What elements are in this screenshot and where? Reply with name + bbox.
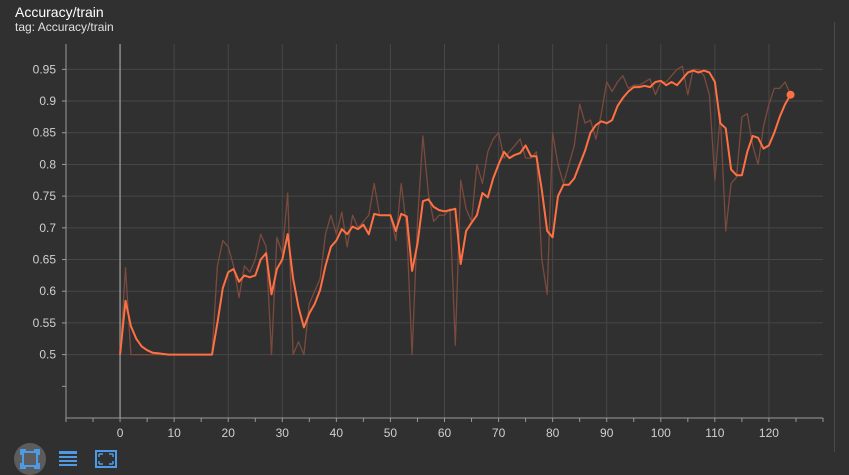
fit-domain-icon: [20, 449, 40, 469]
x-tick-label: 60: [438, 426, 452, 440]
data-table-button[interactable]: [52, 443, 84, 475]
data-table-icon: [59, 451, 77, 466]
y-tick-label: 0.9: [39, 94, 56, 108]
y-tick-label: 0.75: [33, 189, 57, 203]
chart-title: Accuracy/train: [15, 4, 104, 20]
y-tick-label: 0.8: [39, 157, 56, 171]
x-tick-label: 20: [222, 426, 236, 440]
card-divider: [834, 22, 835, 452]
y-tick-label: 0.55: [33, 316, 57, 330]
x-tick-label: 100: [651, 426, 671, 440]
x-tick-label: 0: [117, 426, 124, 440]
y-tick-label: 0.95: [33, 62, 57, 76]
x-tick-label: 70: [492, 426, 506, 440]
x-tick-label: 50: [384, 426, 398, 440]
expand-chart-button[interactable]: [90, 443, 122, 475]
x-tick-label: 10: [167, 426, 181, 440]
last-point-marker: [786, 90, 795, 99]
y-tick-label: 0.6: [39, 284, 56, 298]
y-tick-label: 0.85: [33, 126, 57, 140]
x-tick-label: 30: [276, 426, 290, 440]
y-tick-label: 0.65: [33, 253, 57, 267]
chart-toolbar: [14, 443, 122, 475]
x-tick-label: 40: [330, 426, 344, 440]
x-tick-label: 80: [546, 426, 560, 440]
y-tick-label: 0.7: [39, 221, 56, 235]
raw-series-line: [119, 65, 792, 356]
series: [119, 65, 795, 356]
y-tick-label: 0.5: [39, 348, 56, 362]
smoothed-series-line: [119, 69, 792, 356]
x-tick-label: 120: [759, 426, 779, 440]
x-tick-label: 110: [705, 426, 724, 440]
fit-domain-button[interactable]: [14, 443, 46, 475]
chart-tag: tag: Accuracy/train: [15, 20, 114, 34]
axes: 0.5 0.55 0.6 0.65 0.7 0.75 0.8 0.85 0.9 0.95 0 10 20…: [33, 44, 824, 440]
x-tick-label: 90: [600, 426, 614, 440]
expand-chart-icon: [95, 450, 117, 468]
